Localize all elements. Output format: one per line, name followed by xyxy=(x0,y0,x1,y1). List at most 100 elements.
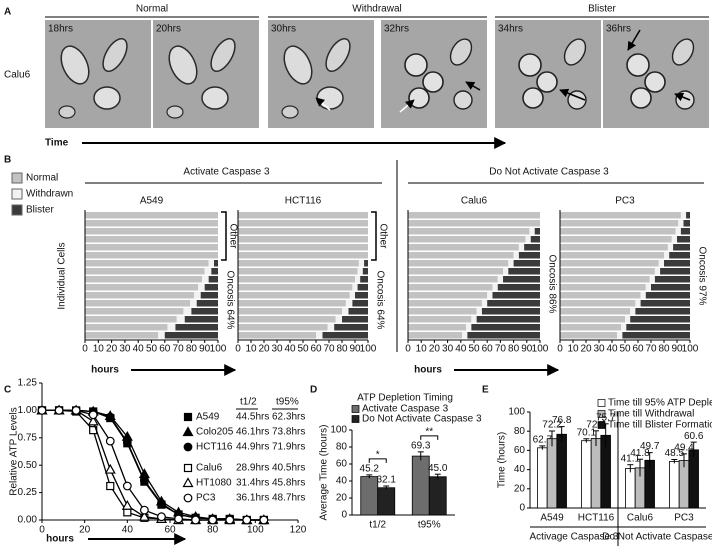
pointer-arrow xyxy=(627,29,641,51)
marker xyxy=(37,406,47,415)
value-label: 45.0 xyxy=(428,463,448,474)
normal-segment xyxy=(238,308,342,315)
x-tick-label: 20 xyxy=(580,344,592,355)
legend-t-half: 44.9hrs xyxy=(236,442,269,453)
normal-segment xyxy=(408,244,519,251)
normal-segment xyxy=(85,324,168,331)
group-label: Do Not Activate Caspase 3 xyxy=(602,532,712,543)
bar xyxy=(590,438,602,509)
blister-segment xyxy=(635,308,690,315)
legend-label: Calu6 xyxy=(196,463,223,474)
legend-marker xyxy=(183,493,193,503)
bar xyxy=(669,461,680,509)
y-tick-label: 0.25 xyxy=(18,487,38,498)
significance-mark: * xyxy=(376,450,380,461)
withdrawn-segment xyxy=(349,292,355,299)
withdrawn-segment xyxy=(508,260,514,267)
blister-segment xyxy=(352,300,368,307)
withdrawn-segment xyxy=(630,308,636,315)
group-header: Blister xyxy=(588,4,616,15)
legend-swatch xyxy=(11,204,23,216)
pointer-arrow xyxy=(465,81,481,91)
legend-label: Time till Withdrawal xyxy=(608,409,694,420)
withdrawn-segment xyxy=(513,252,519,259)
x-tick-label: 40 xyxy=(606,344,618,355)
withdrawn-segment xyxy=(167,324,176,331)
y-tick-label: 60 xyxy=(514,445,526,456)
withdrawn-segment xyxy=(481,300,488,307)
blister-segment xyxy=(487,300,540,307)
legend-t-95: 71.9hrs xyxy=(272,442,305,453)
legend-label: Time till 95% ATP Depletion xyxy=(608,398,712,409)
normal-segment xyxy=(85,316,177,323)
x-tick-label: 0 xyxy=(405,344,411,355)
marker xyxy=(122,437,132,447)
x-tick-label: 70 xyxy=(323,344,335,355)
blister-segment xyxy=(481,308,540,315)
marker xyxy=(259,515,269,525)
marker xyxy=(104,463,116,474)
legend-swatch xyxy=(597,410,606,418)
legend-swatch xyxy=(597,399,606,407)
x-tick-label: 10 xyxy=(416,344,428,355)
x-tick-label: 100 xyxy=(247,525,264,536)
blister-segment xyxy=(654,276,690,283)
y-tick-label: 100 xyxy=(508,407,525,418)
normal-segment xyxy=(560,268,655,275)
x-tick-label: 60 xyxy=(159,344,171,355)
marker xyxy=(242,515,252,525)
blister-segment xyxy=(497,284,540,291)
withdrawn-segment xyxy=(503,268,509,275)
legend-label: Colo205 xyxy=(196,427,234,438)
y-tick-label: 100 xyxy=(330,425,347,436)
panel-title: Calu6 xyxy=(461,196,488,207)
legend-marker xyxy=(183,463,193,473)
normal-segment xyxy=(408,324,467,331)
marker xyxy=(138,510,150,521)
y-tick-label: 40 xyxy=(336,476,348,487)
legend-swatch xyxy=(351,405,360,413)
x-tick-label: 50 xyxy=(619,344,631,355)
withdrawn-segment xyxy=(471,316,477,323)
legend-label: Activate Caspase 3 xyxy=(362,404,449,415)
y-axis-label: Relative ATP Levels xyxy=(9,407,20,496)
bar xyxy=(581,440,592,509)
normal-segment xyxy=(238,228,368,235)
normal-segment xyxy=(560,324,622,331)
normal-segment xyxy=(238,324,328,331)
withdrawn-segment xyxy=(198,284,205,291)
x-tick-label: 80 xyxy=(186,344,198,355)
frame-time: 32hrs xyxy=(384,24,409,35)
group-header: Normal xyxy=(136,4,168,15)
withdrawn-segment xyxy=(658,260,664,267)
withdrawn-segment xyxy=(204,268,212,275)
value-label: 45.2 xyxy=(360,464,380,475)
marker xyxy=(106,481,115,491)
legend-t-half: 44.5hrs xyxy=(236,412,269,423)
normal-segment xyxy=(560,300,636,307)
x-tick-label: 20 xyxy=(106,344,118,355)
legend-label: Normal xyxy=(26,173,58,184)
blister-segment xyxy=(683,220,690,227)
x-tick-label: 70 xyxy=(173,344,185,355)
blister-segment xyxy=(364,260,368,267)
blister-segment xyxy=(669,252,690,259)
blister-segment xyxy=(362,268,368,275)
normal-segment xyxy=(85,220,218,227)
x-tick-label: 80 xyxy=(508,344,520,355)
withdrawn-segment xyxy=(492,284,498,291)
marker xyxy=(157,499,166,508)
normal-segment xyxy=(85,300,191,307)
withdrawn-segment xyxy=(342,308,349,315)
normal-segment xyxy=(238,292,350,299)
blister-segment xyxy=(492,292,540,299)
normal-segment xyxy=(408,228,530,235)
legend-label: Do Not Activate Caspase 3 xyxy=(362,414,482,425)
normal-segment xyxy=(85,236,218,243)
frame-time: 20hrs xyxy=(156,24,181,35)
oncosis-label: Oncosis 64% xyxy=(224,271,235,330)
x-tick-label: 20 xyxy=(258,344,270,355)
value-label: 69.3 xyxy=(411,440,431,451)
legend-label: HCT116 xyxy=(196,442,233,453)
normal-segment xyxy=(85,284,199,291)
